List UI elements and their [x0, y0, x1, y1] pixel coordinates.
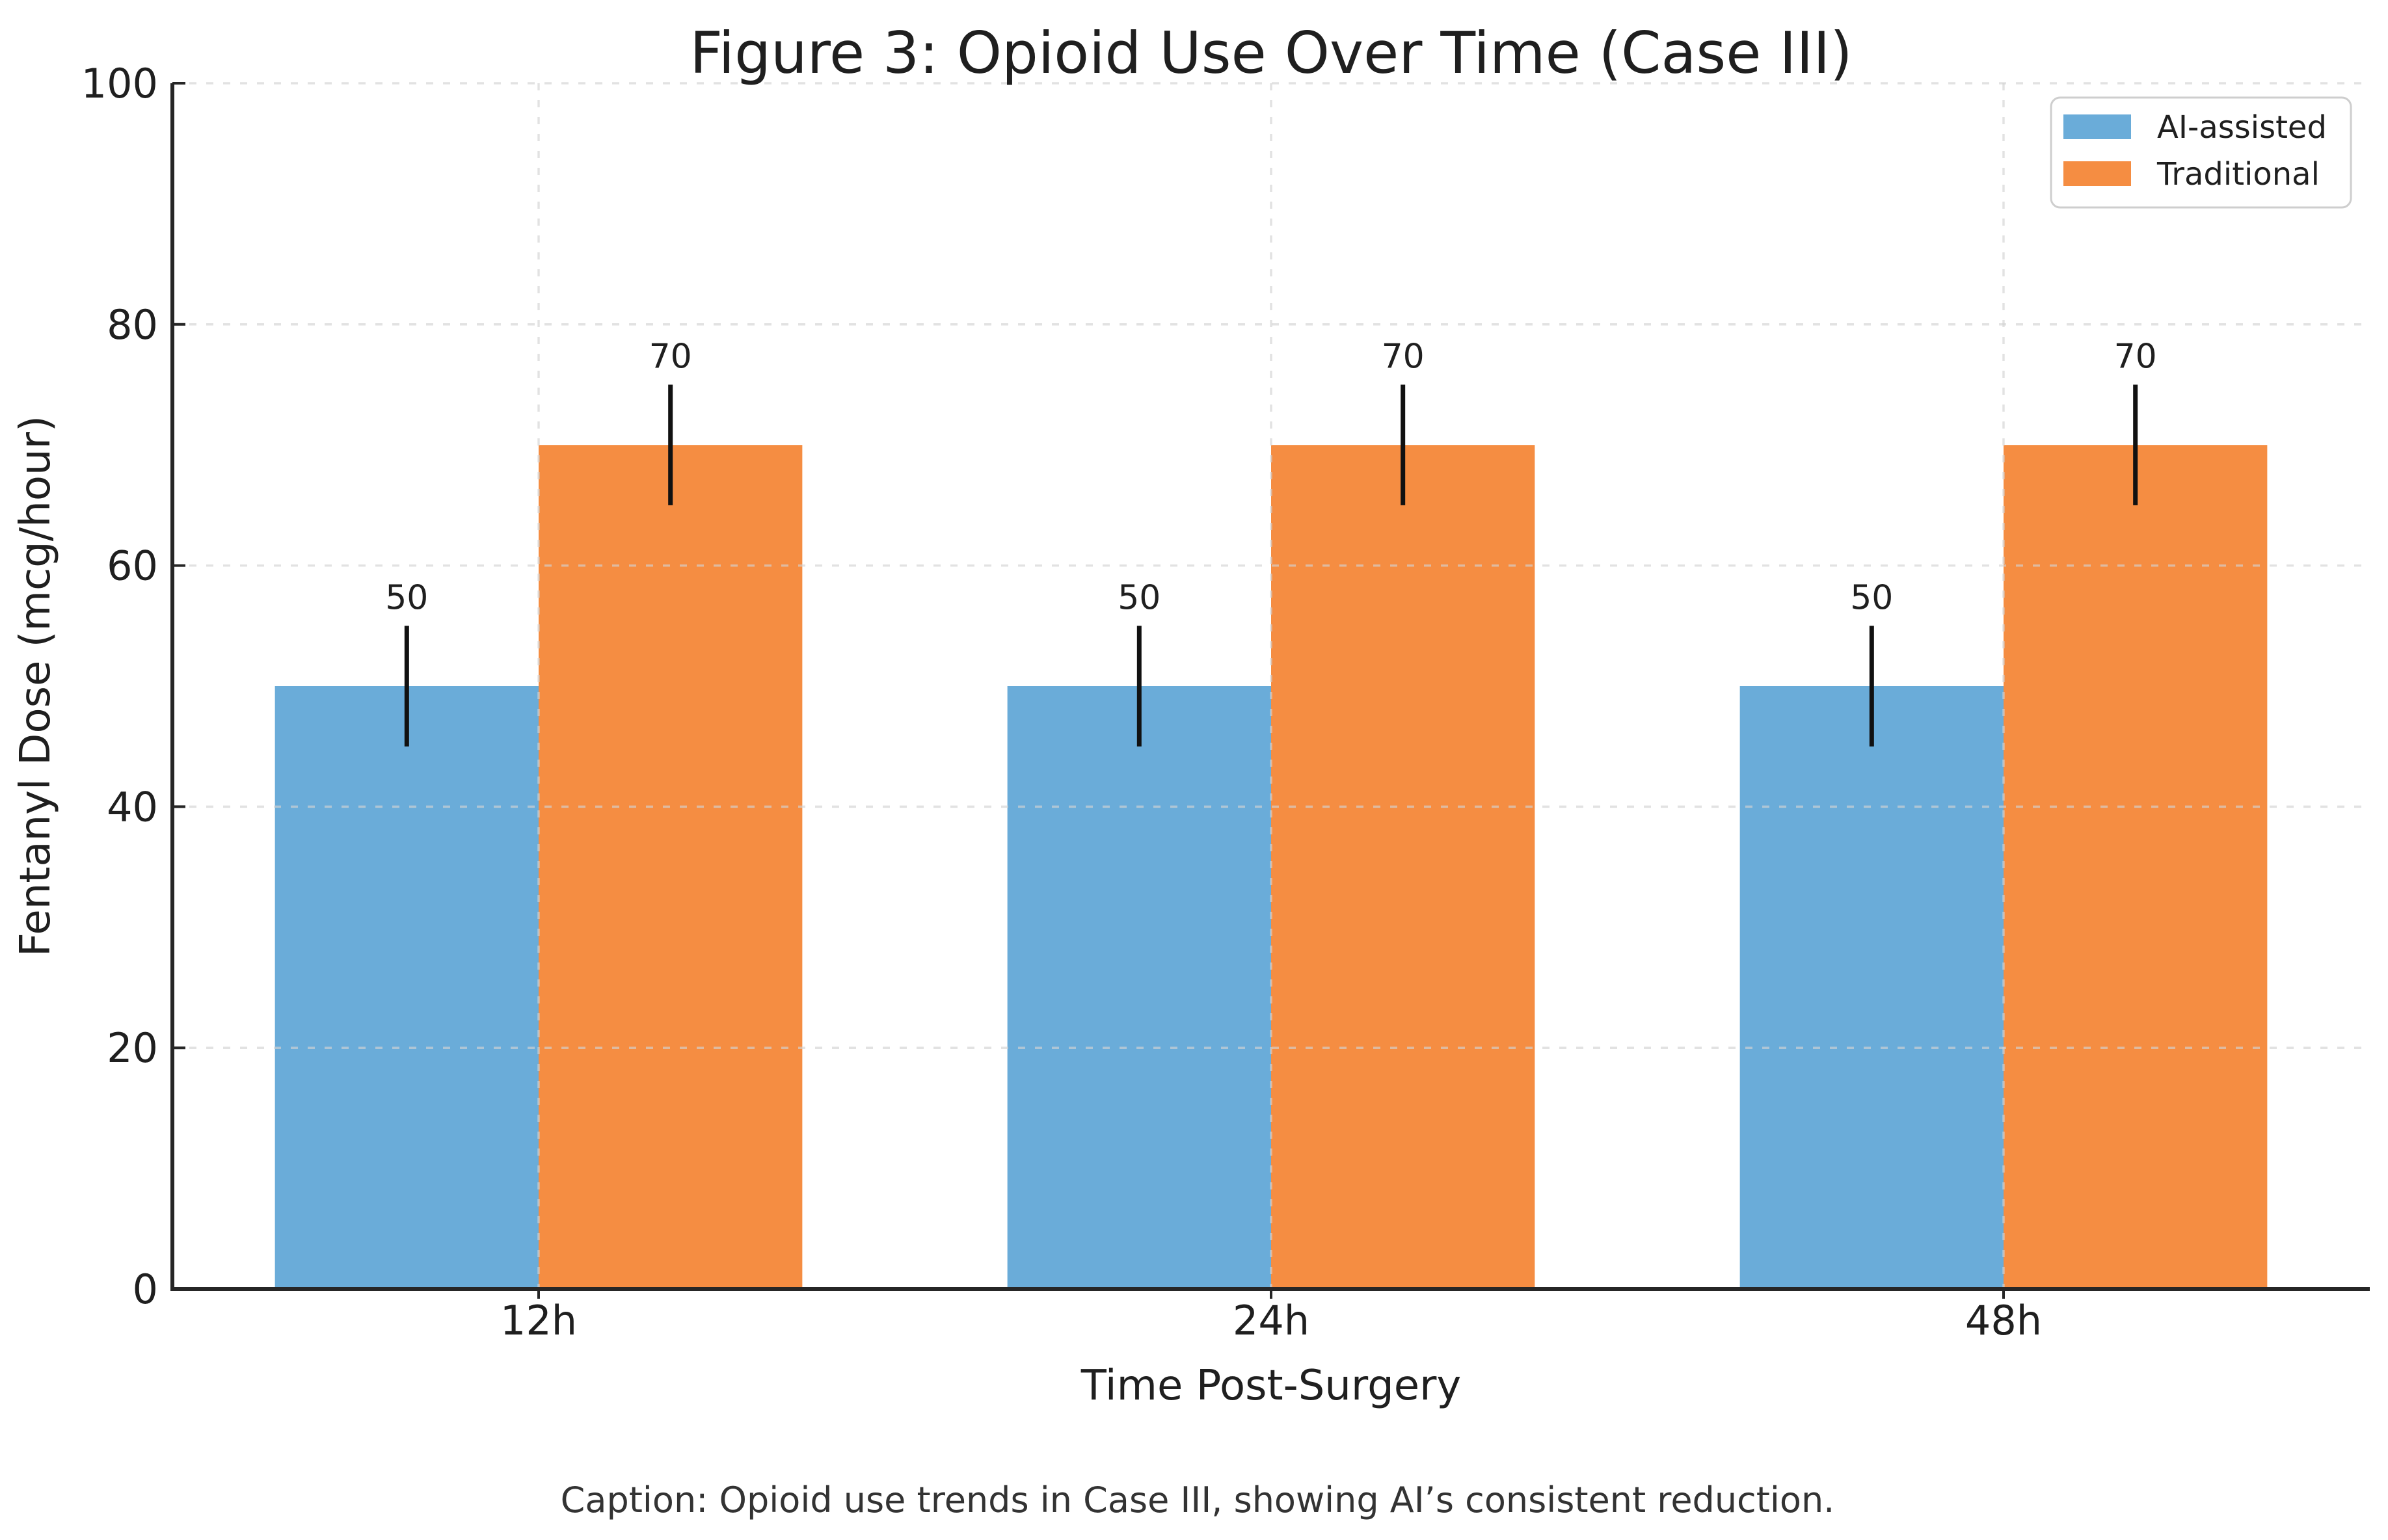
bar-value-label: 70 — [1382, 338, 1425, 377]
chart-title: Figure 3: Opioid Use Over Time (Case III… — [690, 20, 1852, 86]
x-tick-label: 12h — [500, 1297, 577, 1344]
bar-traditional-12h — [539, 445, 803, 1290]
bar-value-label: 50 — [385, 578, 428, 617]
bar-ai-assisted-48h — [1739, 686, 2004, 1289]
y-tick-label: 100 — [81, 60, 158, 107]
y-tick-label: 20 — [107, 1024, 158, 1072]
legend-swatch-ai-assisted — [2063, 114, 2131, 139]
y-tick-label: 0 — [133, 1266, 158, 1313]
y-tick-label: 60 — [107, 542, 158, 590]
bar-ai-assisted-12h — [275, 686, 539, 1289]
legend: AI-assisted Traditional — [2050, 96, 2352, 209]
bar-traditional-48h — [2004, 445, 2268, 1290]
bar-value-label: 50 — [1118, 578, 1160, 617]
x-axis-label: Time Post-Surgery — [1080, 1362, 1462, 1410]
y-tick-label: 80 — [107, 301, 158, 349]
legend-label: AI-assisted — [2157, 109, 2327, 146]
axes-layer: 0 20 40 60 80 100 12h 24h 48h — [81, 60, 2370, 1344]
legend-label: Traditional — [2156, 156, 2320, 192]
bar-traditional-24h — [1271, 445, 1535, 1290]
bar-value-label: 70 — [2114, 338, 2157, 377]
y-tick-label: 40 — [107, 783, 158, 830]
x-tick-label: 24h — [1233, 1297, 1309, 1344]
bar-ai-assisted-24h — [1007, 686, 1271, 1289]
bars-layer — [275, 445, 2268, 1290]
x-tick-label: 48h — [1965, 1297, 2042, 1344]
caption: Caption: Opioid use trends in Case III, … — [561, 1480, 1835, 1520]
grid-layer — [172, 82, 2370, 1289]
y-axis-label: Fentanyl Dose (mcg/hour) — [12, 416, 60, 957]
bar-value-label: 70 — [649, 338, 692, 377]
annotations-layer: 50 50 50 70 70 70 — [385, 338, 2157, 747]
legend-swatch-traditional — [2063, 161, 2131, 186]
bar-value-label: 50 — [1850, 578, 1893, 617]
